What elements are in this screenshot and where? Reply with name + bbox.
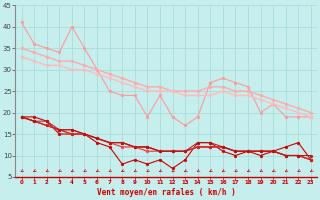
X-axis label: Vent moyen/en rafales ( km/h ): Vent moyen/en rafales ( km/h ) bbox=[97, 188, 236, 197]
